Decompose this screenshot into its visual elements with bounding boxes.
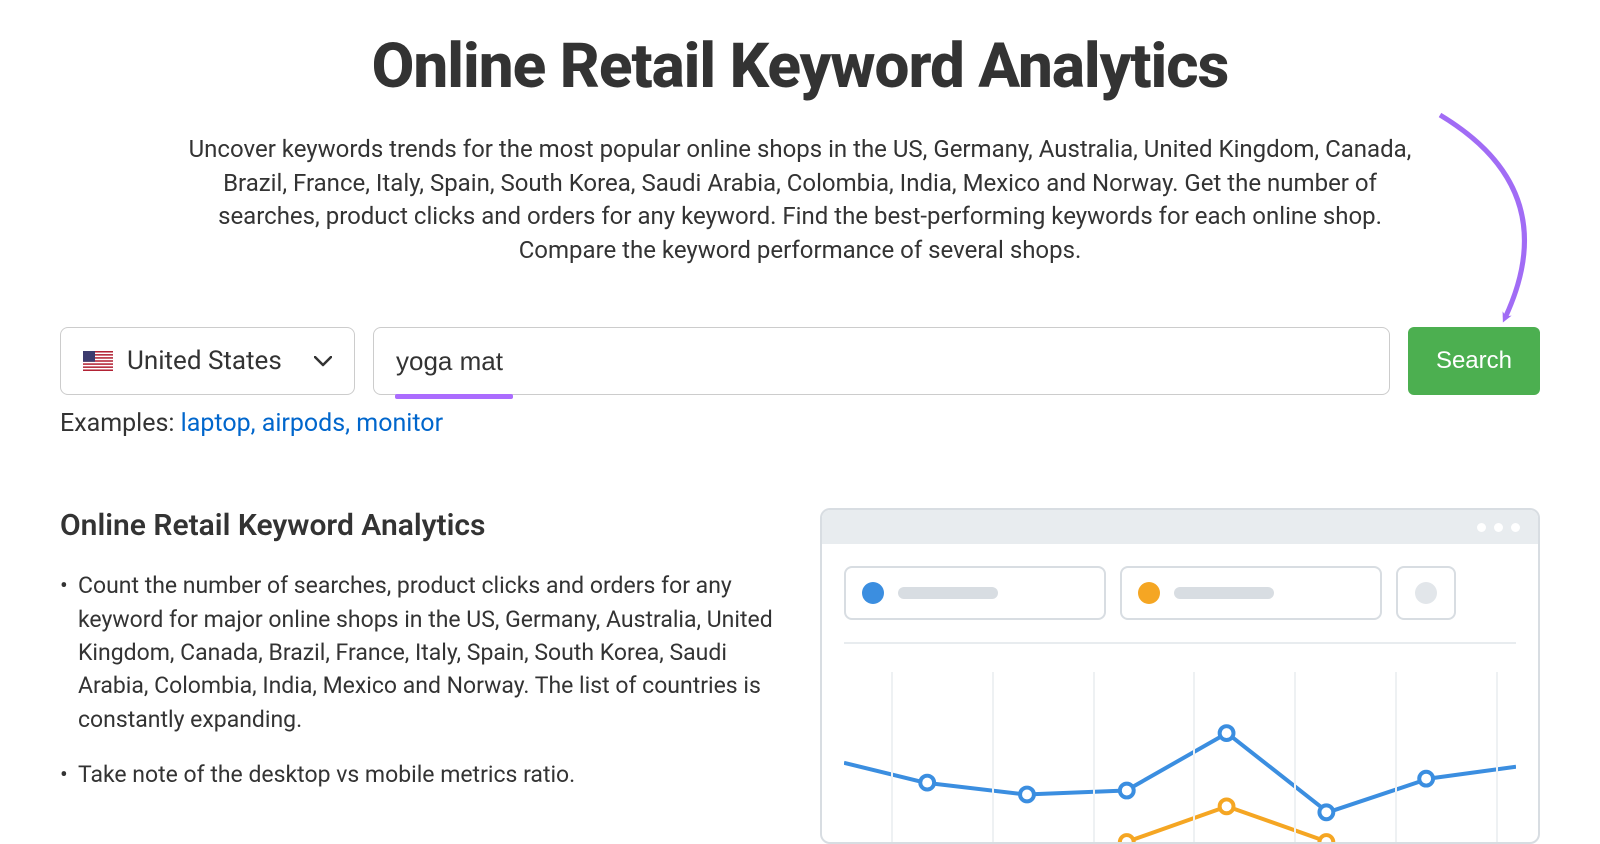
input-underline-annotation xyxy=(395,394,513,399)
chart-marker-orange xyxy=(1220,800,1234,814)
chart-marker-orange xyxy=(1319,835,1333,842)
chart-marker-blue xyxy=(1220,727,1234,741)
chart-gridline xyxy=(1496,672,1498,842)
chart-marker-blue xyxy=(1319,806,1333,820)
chart-gridline xyxy=(891,672,893,842)
search-input-wrap xyxy=(373,327,1390,395)
series-dot-icon xyxy=(1138,582,1160,604)
placeholder-bar xyxy=(898,587,998,599)
chart-marker-blue xyxy=(920,776,934,790)
examples-label: Examples: xyxy=(60,409,174,438)
placeholder-bar xyxy=(1174,587,1274,599)
chart-area xyxy=(844,642,1516,842)
us-flag-icon xyxy=(83,351,113,371)
chart-marker-orange xyxy=(1120,835,1134,842)
chart-gridline xyxy=(1093,672,1095,842)
chart-gridline xyxy=(1193,672,1195,842)
page-description: Uncover keywords trends for the most pop… xyxy=(180,133,1420,267)
chart-marker-blue xyxy=(1120,784,1134,798)
pill-card xyxy=(1396,566,1456,620)
country-select[interactable]: United States xyxy=(60,327,355,395)
pill-card xyxy=(1120,566,1382,620)
features-list: Count the number of searches, product cl… xyxy=(60,569,780,791)
keyword-input[interactable] xyxy=(373,327,1390,395)
list-item: Count the number of searches, product cl… xyxy=(60,569,780,736)
chart-marker-blue xyxy=(1020,788,1034,802)
pill-row xyxy=(844,566,1516,620)
preview-window xyxy=(820,508,1540,844)
country-name: United States xyxy=(127,346,282,376)
window-dot-icon xyxy=(1494,523,1503,532)
pill-card xyxy=(844,566,1106,620)
list-item: Take note of the desktop vs mobile metri… xyxy=(60,758,780,791)
example-links[interactable]: laptop, airpods, monitor xyxy=(181,409,443,438)
chart-gridline xyxy=(1395,672,1397,842)
page-title: Online Retail Keyword Analytics xyxy=(60,30,1540,103)
search-button[interactable]: Search xyxy=(1408,327,1540,395)
series-dot-icon xyxy=(862,582,884,604)
chart-gridline xyxy=(1294,672,1296,842)
chevron-down-icon xyxy=(314,352,332,371)
chart-marker-blue xyxy=(1419,772,1433,786)
window-dot-icon xyxy=(1477,523,1486,532)
series-dot-icon xyxy=(1415,582,1437,604)
search-row: United States Search xyxy=(60,327,1540,395)
window-dot-icon xyxy=(1511,523,1520,532)
examples-row: Examples: laptop, airpods, monitor xyxy=(60,409,1540,438)
chart-gridline xyxy=(992,672,994,842)
features-heading: Online Retail Keyword Analytics xyxy=(60,508,780,543)
preview-titlebar xyxy=(822,510,1538,544)
